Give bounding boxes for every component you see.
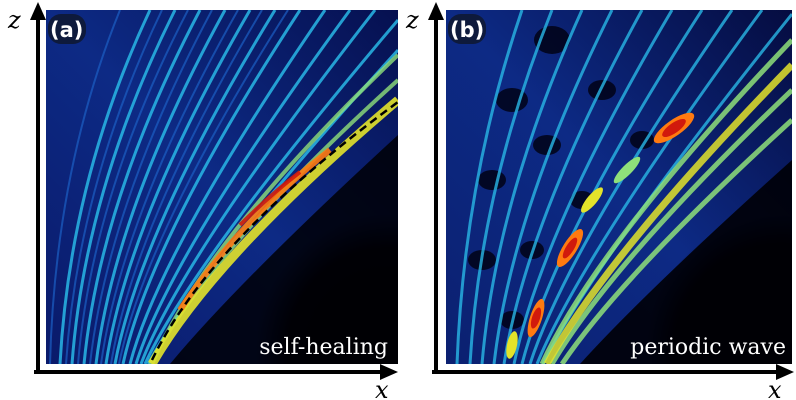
axes-a [30,2,398,380]
z-axis-label-b: z [405,6,419,34]
x-axis-label-a: x [375,376,389,400]
intensity-map-a [46,10,398,364]
panel-b: z x (b) periodic wave [402,0,796,400]
caption-b: periodic wave [630,335,786,360]
trajectory-dashed-line [150,100,399,361]
z-axis-label-a: z [7,6,21,34]
x-axis-label-b: x [768,376,782,400]
intensity-map-b [446,10,792,364]
panel-label-badge-a [48,14,86,44]
caption-a: self-healing [259,335,388,360]
panel-a: z x (a) self-healing [7,2,399,400]
hot-spots-b [506,112,695,359]
panel-label-b: (b) [450,18,484,42]
panel-b-figure: z x (b) periodic wave [405,2,794,400]
panel-a-figure: z x (a) self-healing [7,2,399,400]
panel-label-a: (a) [50,18,83,42]
axes-b [428,2,794,380]
panel-label-badge-b [448,14,486,44]
